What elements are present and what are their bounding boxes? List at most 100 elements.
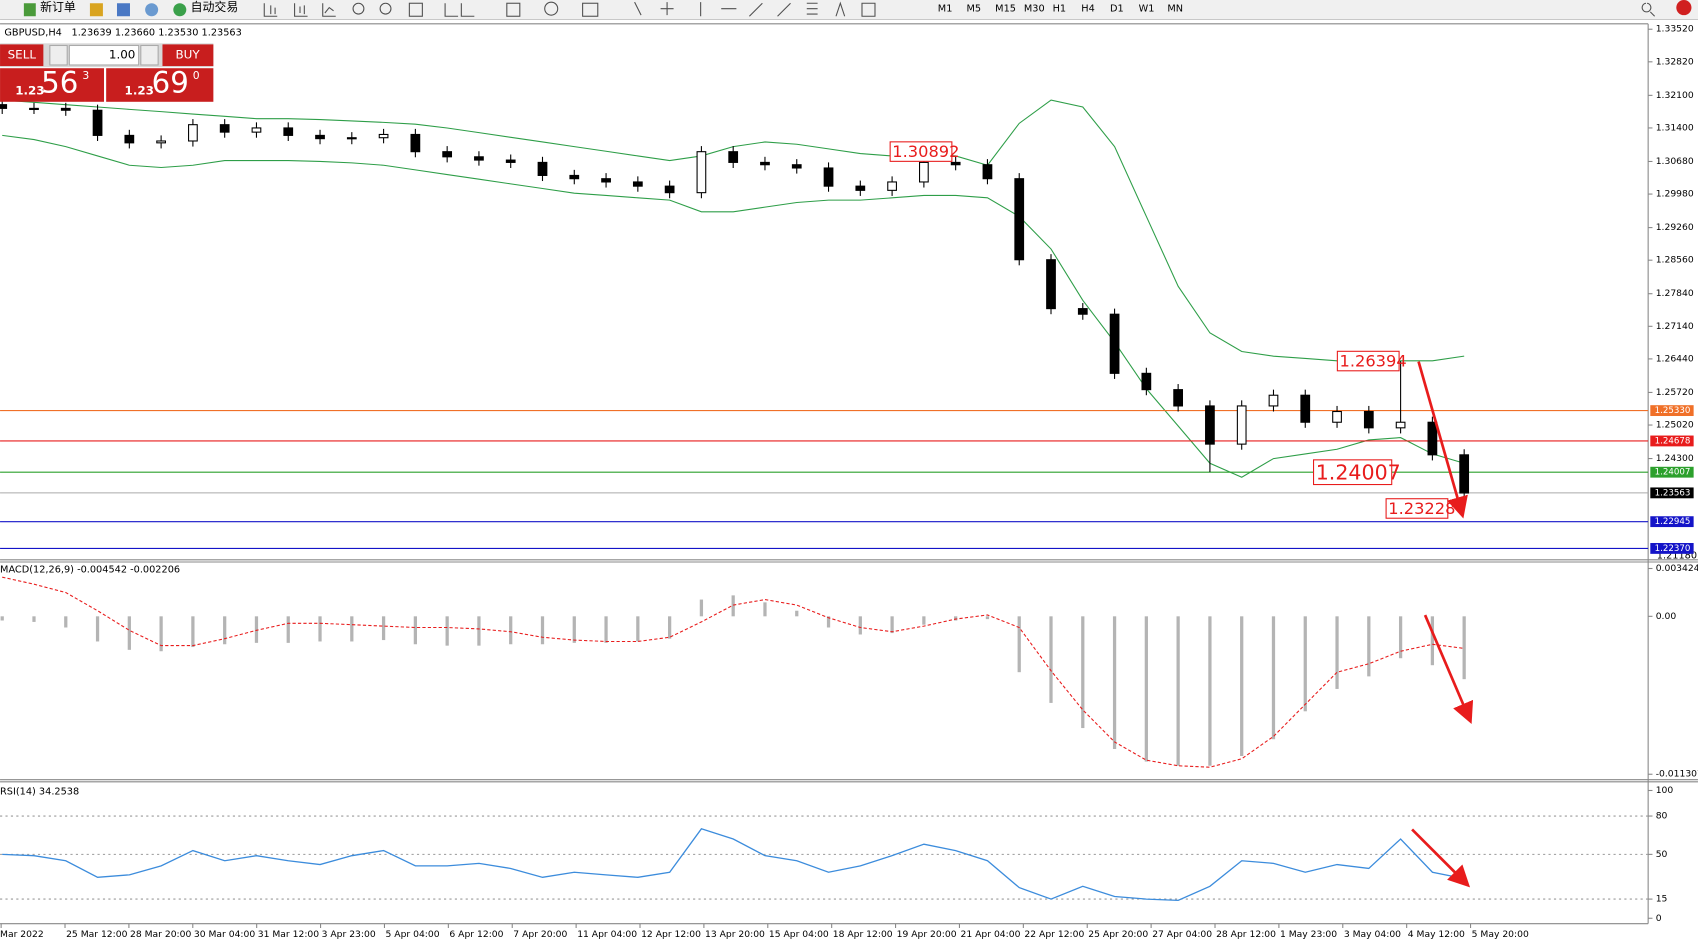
y-tick-label: 1.29980 <box>1656 189 1694 200</box>
macd-bar <box>95 616 100 642</box>
candle-body <box>950 161 961 166</box>
buy-price-big: 1.23 <box>125 83 154 97</box>
macd-bar <box>1430 616 1435 666</box>
icon <box>145 3 159 17</box>
x-tick-label: 3 Apr 23:00 <box>322 929 376 940</box>
macd-bar <box>191 616 195 648</box>
candle-body <box>156 140 166 144</box>
macd-bar <box>413 616 417 645</box>
sell-price-big: 1.23 <box>15 83 44 97</box>
lots-input[interactable] <box>68 44 140 66</box>
timeframe-button[interactable]: D1 <box>1110 4 1124 15</box>
candle-body <box>219 124 230 133</box>
x-tick-label: 1 May 23:00 <box>1280 929 1337 940</box>
sell-price-box[interactable] <box>0 68 104 102</box>
lot-up[interactable] <box>140 44 159 66</box>
candle-body <box>315 134 325 140</box>
macd-bar <box>1335 616 1339 689</box>
candle-body <box>1300 394 1311 423</box>
candle-body <box>1268 394 1279 407</box>
candle-body <box>1332 410 1342 423</box>
buy-button[interactable] <box>162 44 214 67</box>
y-tick-label: 1.24300 <box>1656 453 1694 464</box>
macd-bar <box>540 616 545 645</box>
candle-body <box>251 127 262 133</box>
y-tick-label: 1.26440 <box>1656 353 1694 364</box>
price-tag-label: 1.24007 <box>1655 468 1691 478</box>
macd-bar <box>1398 616 1403 659</box>
one-click-trading: SELL 1.00 BUY 1.23 56 3 1.23 69 0 <box>0 43 214 102</box>
macd-bar <box>1271 616 1276 740</box>
candle-body <box>664 185 675 194</box>
drawn-arrow <box>1417 361 1468 519</box>
timeframe-bar: M1 M5 M15 M30 H1 H4 D1 W1 MN <box>938 4 1183 15</box>
y-tick-label: 1.33520 <box>1656 24 1694 35</box>
candle-body <box>1141 372 1152 391</box>
macd-bar <box>636 616 640 642</box>
timeframe-button[interactable]: M15 <box>995 4 1016 15</box>
candle-body <box>537 161 548 176</box>
tool-icons <box>263 1 1656 17</box>
timeframe-button[interactable]: M1 <box>938 4 953 15</box>
y-tick-label: 15 <box>1656 894 1668 905</box>
icon <box>173 3 187 17</box>
sell-price-pips: 56 <box>41 65 78 99</box>
sell-price-frac: 3 <box>82 69 89 82</box>
x-tick-label: 13 Apr 20:00 <box>705 929 765 940</box>
timeframe-button[interactable]: M30 <box>1024 4 1045 15</box>
candle-body <box>188 124 198 142</box>
price-tag-label: 1.22945 <box>1655 517 1691 527</box>
candle-body <box>1109 313 1120 374</box>
icon <box>544 1 559 16</box>
lots-value[interactable]: 1.00 <box>109 48 136 62</box>
buy-price-box[interactable] <box>106 68 214 102</box>
sell-button[interactable] <box>0 44 44 67</box>
timeframe-button[interactable]: W1 <box>1139 4 1155 15</box>
x-tick-label: 4 May 12:00 <box>1408 929 1465 940</box>
candle-body <box>887 181 897 191</box>
candle-body <box>1046 259 1056 310</box>
y-tick-label: -0.011307 <box>1656 769 1698 780</box>
y-tick-label: 1.32100 <box>1656 90 1694 101</box>
macd-bar <box>254 616 259 643</box>
macd-bar <box>1081 616 1085 729</box>
icon <box>89 3 103 17</box>
macd-bar <box>826 616 831 628</box>
candle-body <box>1363 410 1374 429</box>
macd-bar <box>572 616 576 643</box>
x-tick-label: 25 Apr 20:00 <box>1088 929 1148 940</box>
sell-label[interactable]: SELL <box>8 48 37 62</box>
annotation-box <box>1336 350 1400 372</box>
button-auto-trading[interactable]: 自动交易 <box>191 0 239 14</box>
button-new-order[interactable]: 新订单 <box>40 0 76 14</box>
icon <box>263 3 278 17</box>
buy-label[interactable]: BUY <box>175 48 200 62</box>
y-tick-label: 0.003424 <box>1656 563 1698 574</box>
timeframe-button[interactable]: H1 <box>1053 4 1067 15</box>
y-tick-label: 1.25720 <box>1656 387 1694 398</box>
lot-down[interactable] <box>49 44 68 66</box>
candle-body <box>696 151 707 194</box>
candle-body <box>346 137 357 140</box>
y-tick-label: 1.29260 <box>1656 222 1694 233</box>
macd-bar <box>1462 616 1466 680</box>
price-tag-label: 1.25330 <box>1655 406 1691 416</box>
timeframe-button[interactable]: M5 <box>966 4 981 15</box>
candle-body <box>760 161 770 166</box>
timeframe-button[interactable]: H4 <box>1081 4 1095 15</box>
price-tag-label: 1.24678 <box>1655 436 1691 446</box>
price-tag <box>1650 405 1694 417</box>
y-tick-label: 100 <box>1656 785 1674 796</box>
macd-bar <box>445 616 449 646</box>
y-tick-label: 0.00 <box>1656 611 1677 622</box>
alert-badge <box>1676 0 1692 16</box>
timeframe-button[interactable]: MN <box>1167 4 1183 15</box>
rsi-title: RSI(14) 34.2538 <box>0 787 79 798</box>
symbol-title: GBPUSD,H4 <box>4 27 61 38</box>
x-tick-label: 7 Apr 20:00 <box>513 929 567 940</box>
y-tick-label: 50 <box>1656 849 1668 860</box>
icon <box>23 3 36 17</box>
y-tick-label: 1.30680 <box>1656 156 1694 167</box>
icon <box>379 2 392 15</box>
